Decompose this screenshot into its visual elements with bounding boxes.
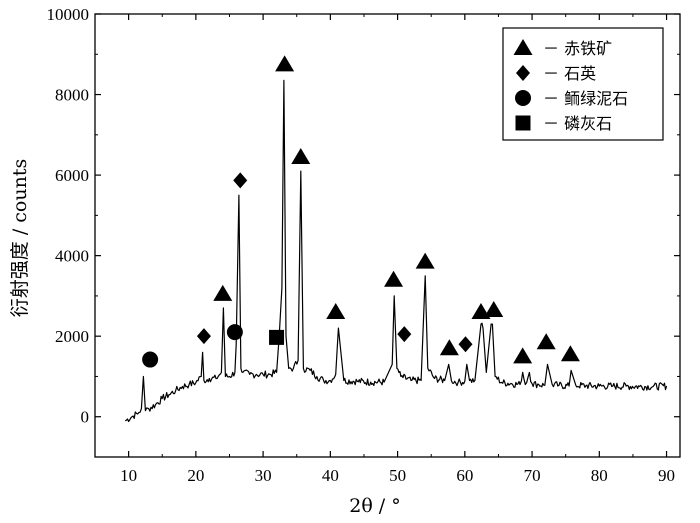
x-tick-label: 10	[120, 466, 137, 485]
quartz-marker	[397, 326, 412, 343]
apatite-marker	[269, 329, 285, 345]
x-tick-label: 50	[389, 466, 406, 485]
legend-label: － 石英	[543, 64, 596, 83]
hematite-marker	[536, 333, 556, 350]
chamosite-marker	[142, 351, 159, 368]
quartz-marker	[196, 328, 211, 345]
legend-triangle-icon	[513, 39, 533, 55]
hematite-marker	[384, 270, 404, 287]
y-tick-label: 0	[81, 408, 90, 427]
hematite-marker	[484, 301, 504, 318]
legend-circle-icon	[515, 90, 531, 106]
legend-label: － 赤铁矿	[543, 39, 612, 58]
y-tick-label: 10000	[47, 5, 90, 24]
hematite-marker	[326, 303, 346, 320]
y-tick-label: 6000	[55, 166, 89, 185]
legend-square-icon	[515, 115, 531, 131]
x-tick-label: 70	[524, 466, 541, 485]
legend-diamond-icon	[516, 65, 530, 81]
x-axis-label: 2θ / °	[349, 495, 401, 517]
quartz-marker	[458, 336, 473, 353]
x-tick-label: 80	[591, 466, 608, 485]
xrd-pattern-line	[125, 79, 668, 423]
y-tick-label: 8000	[55, 86, 89, 105]
y-tick-label: 2000	[55, 327, 89, 346]
hematite-marker	[213, 284, 233, 301]
chamosite-marker	[226, 324, 243, 341]
plot-frame	[94, 13, 681, 458]
legend-label: － 鲕绿泥石	[543, 89, 628, 108]
x-tick-label: 20	[187, 466, 204, 485]
hematite-marker	[275, 55, 295, 72]
y-tick-label: 4000	[55, 247, 89, 266]
x-tick-label: 30	[255, 466, 272, 485]
hematite-marker	[513, 347, 533, 364]
hematite-marker	[291, 147, 311, 164]
x-tick-label: 60	[456, 466, 473, 485]
hematite-marker	[439, 339, 459, 356]
x-tick-label: 40	[322, 466, 339, 485]
x-tick-label: 90	[658, 466, 675, 485]
hematite-marker	[560, 345, 580, 362]
legend-label: － 磷灰石	[543, 114, 612, 133]
quartz-marker	[233, 172, 248, 189]
hematite-marker	[415, 252, 435, 269]
y-axis-label: 衍射强度 / counts	[9, 159, 31, 317]
